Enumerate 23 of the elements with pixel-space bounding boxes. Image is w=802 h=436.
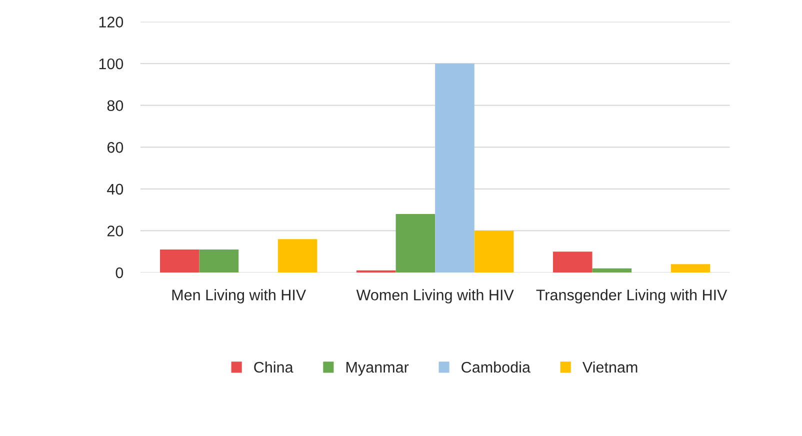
y-tick-label: 20 [107,226,124,236]
legend-label: Vietnam [582,361,638,373]
y-tick-label: 40 [107,184,124,195]
bar [474,230,514,272]
y-tick-label: 80 [107,100,124,112]
legend-label: Myanmar [346,362,409,376]
bar [670,264,710,272]
y-tick-label: 0 [116,267,124,278]
legend-label: Cambodia [462,361,530,373]
bar [160,250,200,272]
x-tick-label: Women Living with HIV [356,289,514,304]
bar [396,214,436,272]
bar [592,268,632,272]
bar [435,64,474,272]
y-tick-label: 60 [107,142,124,153]
x-tick-label: Men Living with HIV [172,289,306,304]
y-tick-label: 100 [99,58,124,70]
bar [199,250,239,272]
x-tick-label: Transgender Living with HIV [536,289,728,304]
y-tick-label: 120 [99,16,124,28]
bar [552,252,592,272]
bar [278,239,318,272]
legend-label: China [254,361,294,373]
